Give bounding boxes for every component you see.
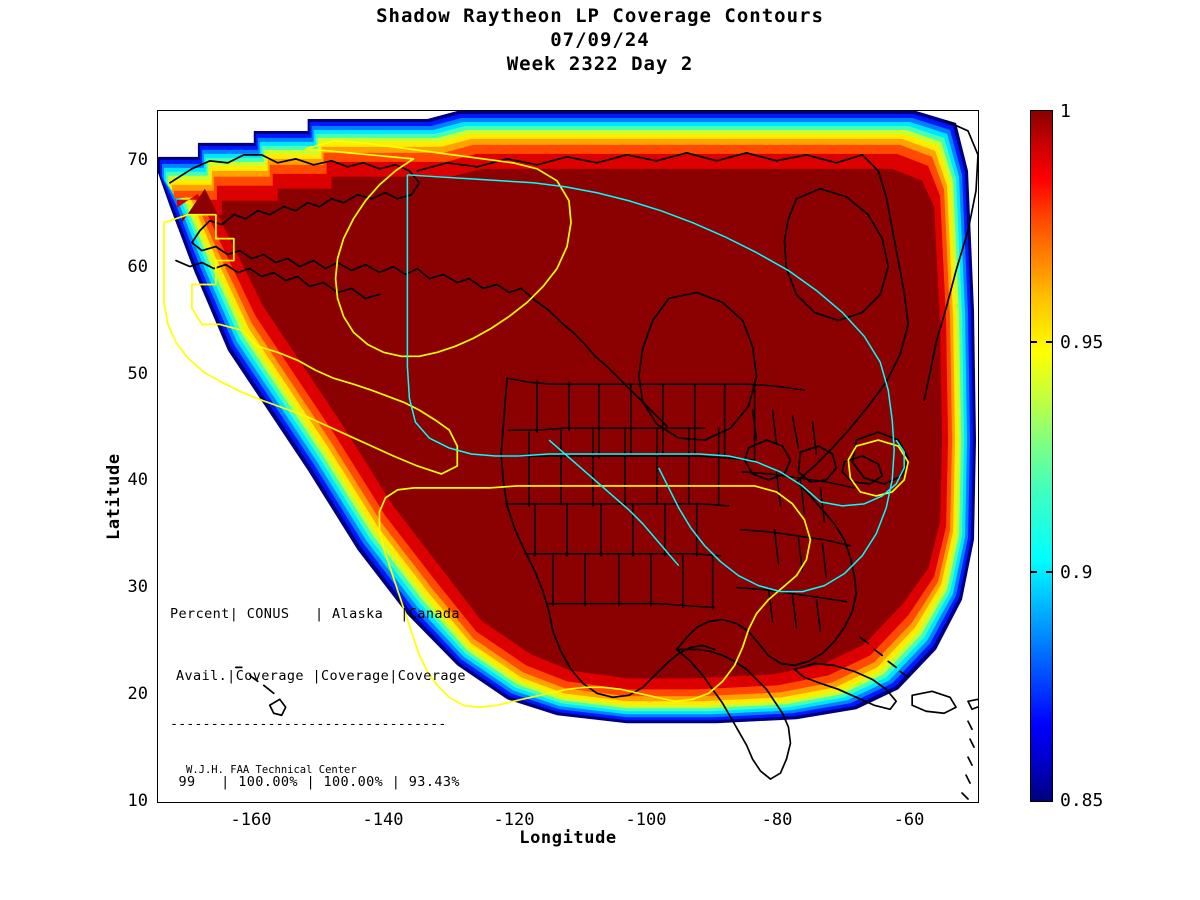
- coastline-lesser-antilles: [961, 720, 975, 800]
- coverage-map: [158, 111, 978, 802]
- xtick-label-80: -80: [761, 810, 793, 830]
- coastline-labrador: [795, 154, 910, 483]
- coastline-hawaii: [234, 666, 287, 717]
- figure-title: Shadow Raytheon LP Coverage Contours 07/…: [0, 4, 1200, 76]
- credit-block: W.J.H. FAA Technical Center WAAS Test Te…: [186, 738, 357, 802]
- ytick-label-20: 20: [127, 684, 148, 704]
- conus-service-volume-northeast: [847, 439, 910, 497]
- canada-southern-border: [519, 453, 821, 503]
- coverage-table-divider: ----------------------------------: [170, 716, 447, 732]
- coverage-table-header-1: Percent| CONUS | Alaska |Canada: [170, 606, 460, 622]
- colorbar-label-0.85: 0.85: [1060, 790, 1104, 811]
- colorbar-tick-0.9-right: [1046, 571, 1053, 573]
- credit-line-1: W.J.H. FAA Technical Center: [186, 764, 357, 776]
- coastline-layer: [169, 120, 978, 800]
- canada-region-boundary: [407, 174, 895, 593]
- coastline-hispaniola: [911, 690, 957, 715]
- canada-panhandle-border: [548, 439, 680, 567]
- conus-service-volume: [378, 485, 812, 709]
- title-line-3: Week 2322 Day 2: [506, 53, 694, 75]
- coastline-us-east-gulf: [675, 481, 858, 667]
- us-state-borders: [502, 377, 856, 633]
- coastline-newfoundland: [851, 431, 910, 485]
- coastline-greenland: [923, 120, 978, 402]
- colorbar-tick-0.9-left: [1030, 571, 1037, 573]
- ytick-label-40: 40: [127, 470, 148, 490]
- coverage-contour-bands: [158, 111, 977, 724]
- colorbar-label-1: 1: [1060, 101, 1071, 122]
- canada-western-boundary: [406, 174, 520, 457]
- colorbar-tick-0.95-right: [1046, 341, 1053, 343]
- coastline-central-america: [675, 648, 792, 780]
- coverage-table-row-99: 99 | 100.00% | 100.00% | 93.43%: [170, 773, 460, 790]
- y-axis-title: Latitude: [104, 453, 124, 540]
- xtick-label-120: -120: [493, 810, 535, 830]
- colorbar: [1030, 110, 1053, 802]
- xtick-label-160: -160: [230, 810, 272, 830]
- coastline-puerto-rico: [967, 698, 978, 711]
- coastline-canada-arctic: [416, 152, 864, 172]
- xtick-label-140: -140: [362, 810, 404, 830]
- ytick-label-70: 70: [127, 150, 148, 170]
- canada-great-lakes-border: [820, 439, 905, 507]
- coastline-hudson-bay: [637, 291, 758, 441]
- ytick-label-60: 60: [127, 257, 148, 277]
- xtick-label-100: -100: [625, 810, 667, 830]
- canada-boundary-layer: [406, 174, 905, 593]
- coastline-cuba: [793, 662, 898, 711]
- map-plot-area: Percent| CONUS | Alaska |Canada Avail.|C…: [157, 110, 979, 803]
- coastline-bahamas: [859, 636, 910, 679]
- ytick-label-50: 50: [127, 364, 148, 384]
- ytick-label-30: 30: [127, 577, 148, 597]
- coastline-us-west-mexico: [500, 377, 716, 699]
- coastline-baffin: [783, 187, 890, 322]
- coverage-table: Percent| CONUS | Alaska |Canada Avail.|C…: [170, 563, 466, 802]
- coverage-table-header-2: Avail.|Coverage |Coverage|Coverage: [176, 667, 466, 684]
- colorbar-label-0.95: 0.95: [1060, 332, 1104, 353]
- ytick-label-10: 10: [127, 791, 148, 811]
- coastline-aleutians: [175, 259, 381, 300]
- colorbar-tick-0.95-left: [1030, 341, 1037, 343]
- colorbar-label-0.9: 0.9: [1060, 562, 1093, 583]
- coastline-alaska: [169, 154, 522, 294]
- title-line-2: 07/09/24: [550, 29, 650, 51]
- xtick-label-60: -60: [893, 810, 925, 830]
- title-line-1: Shadow Raytheon LP Coverage Contours: [376, 5, 824, 27]
- x-axis-title: Longitude: [519, 828, 617, 848]
